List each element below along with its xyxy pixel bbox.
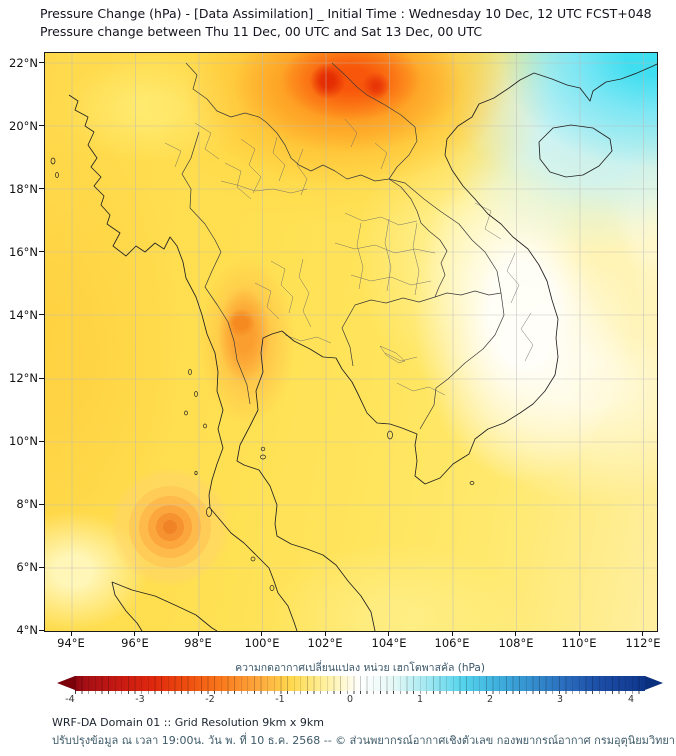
map-overlay	[45, 53, 657, 631]
axis-tick	[642, 631, 643, 636]
colorbar-tick-label: 1	[416, 694, 424, 705]
lon-tick-label: 94°E	[57, 636, 85, 650]
lat-tick-label: 8°N	[16, 497, 38, 511]
colorbar-tick-label: -2	[205, 694, 215, 705]
footer-credit-thai: ปรับปรุงข้อมูล ณ เวลา 19:00น. วัน พ. ที่…	[52, 734, 675, 747]
colorbar-tick-label: 0	[346, 694, 354, 705]
colorbar-tick-label: -4	[65, 694, 75, 705]
lat-tick-label: 22°N	[9, 56, 38, 70]
islands	[50, 157, 475, 591]
axis-tick	[39, 504, 44, 505]
axis-tick	[579, 631, 580, 636]
axis-tick	[39, 62, 44, 63]
gridlines	[45, 53, 657, 631]
lon-tick-label: 96°E	[121, 636, 149, 650]
country-borders	[181, 62, 505, 430]
colorbar-tick-label: -3	[135, 694, 145, 705]
lat-tick-label: 20°N	[9, 119, 38, 133]
footer-domain-info: WRF-DA Domain 01 :: Grid Resolution 9km …	[52, 716, 324, 729]
colorbar-max-arrow	[645, 676, 663, 690]
lon-tick-label: 112°E	[625, 636, 661, 650]
axis-tick	[39, 314, 44, 315]
axis-tick	[198, 631, 199, 636]
axis-tick	[39, 251, 44, 252]
pressure-field-heatmap	[45, 53, 657, 631]
lat-tick-label: 16°N	[9, 245, 38, 259]
axis-tick	[71, 631, 72, 636]
lat-tick-label: 18°N	[9, 182, 38, 196]
chart-title-line2: Pressure change between Thu 11 Dec, 00 U…	[40, 24, 483, 39]
lon-tick-label: 102°E	[307, 636, 343, 650]
colorbar-minor-ticks	[75, 691, 645, 694]
lon-tick-label: 108°E	[498, 636, 534, 650]
lat-tick-label: 14°N	[9, 308, 38, 322]
colorbar-title: ความกดอากาศเปลี่ยนแปลง หน่วย เฮกโตพาสคัล…	[235, 662, 485, 674]
colorbar-tick-label: 3	[556, 694, 564, 705]
coastlines	[68, 63, 657, 631]
lon-tick-label: 110°E	[561, 636, 597, 650]
axis-tick	[134, 631, 135, 636]
colorbar	[57, 676, 663, 691]
colorbar-tick-label: -1	[275, 694, 285, 705]
colorbar-tick-label: 4	[627, 694, 635, 705]
colorbar-gradient	[75, 676, 645, 691]
lat-tick-label: 12°N	[9, 371, 38, 385]
chart-title-line1: Pressure Change (hPa) - [Data Assimilati…	[40, 6, 652, 21]
axis-tick	[325, 631, 326, 636]
axis-tick	[39, 630, 44, 631]
axis-tick	[39, 441, 44, 442]
lat-tick-label: 6°N	[16, 560, 38, 574]
colorbar-tick-label: 2	[486, 694, 494, 705]
axis-tick	[39, 567, 44, 568]
axis-tick	[515, 631, 516, 636]
map-plot-area	[44, 52, 658, 632]
axis-tick	[388, 631, 389, 636]
axis-tick	[39, 378, 44, 379]
colorbar-min-arrow	[57, 676, 75, 690]
axis-tick	[39, 188, 44, 189]
lon-tick-label: 106°E	[434, 636, 470, 650]
axis-tick	[261, 631, 262, 636]
province-boundaries	[164, 118, 534, 396]
axis-tick	[39, 125, 44, 126]
lon-tick-label: 98°E	[184, 636, 212, 650]
lat-tick-label: 4°N	[16, 623, 38, 637]
lon-tick-label: 104°E	[371, 636, 407, 650]
lat-tick-label: 10°N	[9, 434, 38, 448]
axis-tick	[452, 631, 453, 636]
lon-tick-label: 100°E	[244, 636, 280, 650]
